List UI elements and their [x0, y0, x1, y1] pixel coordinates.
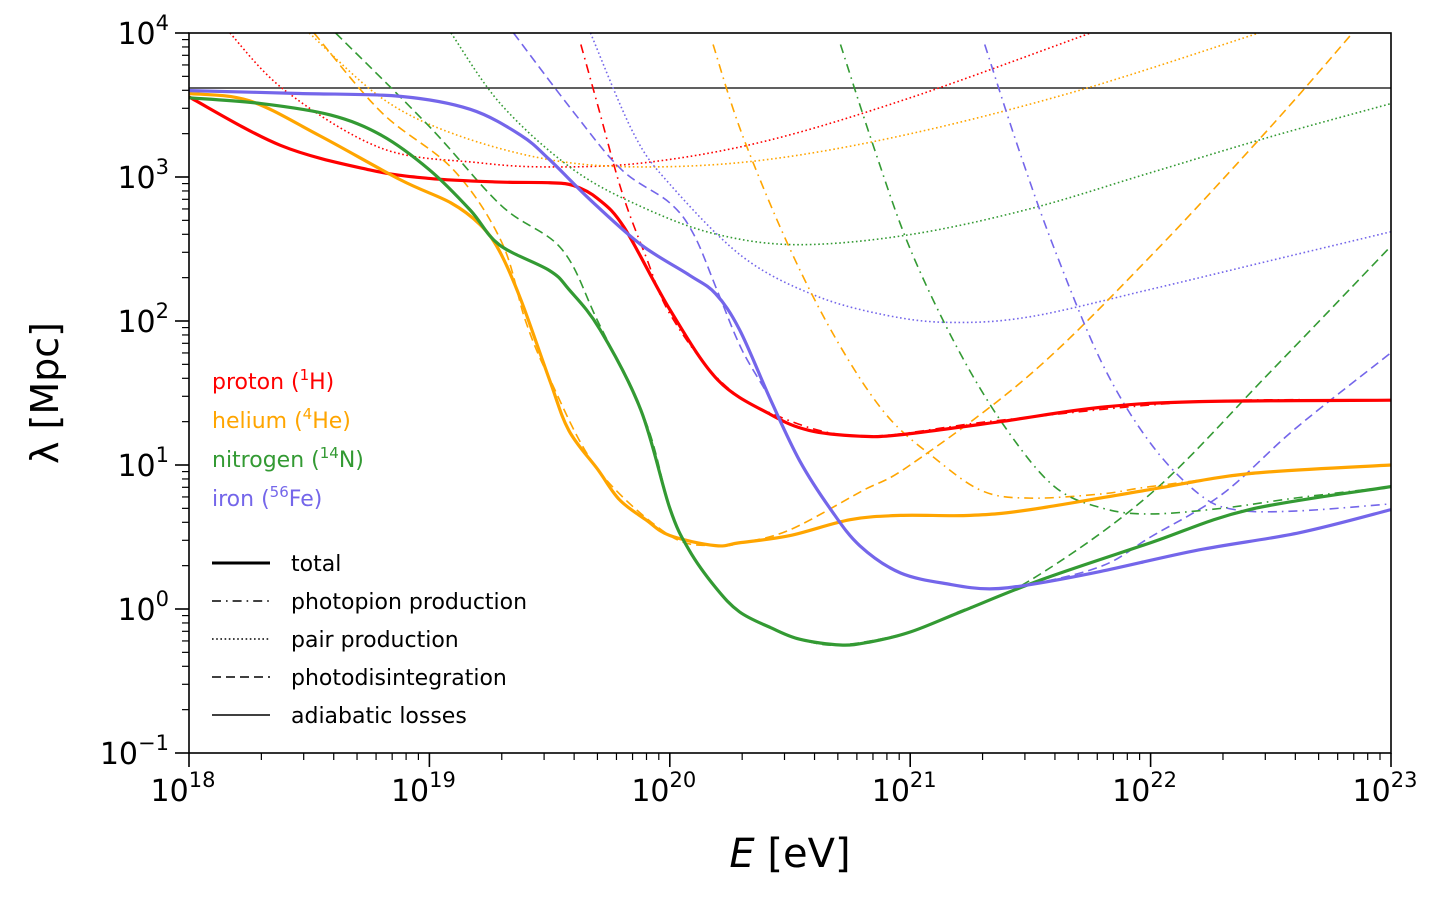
legend: proton (1H) helium (4He) nitrogen (14N) iro…: [212, 366, 527, 729]
curves-layer: [189, 33, 1391, 647]
helium-pair-curve: [308, 33, 1260, 168]
y-tick-label: 103: [117, 155, 169, 196]
x-tick-label: 1019: [391, 768, 456, 809]
axes-layer: 1018 1019 1020 1021 1022 1023 10−1 100 101 102 103…: [100, 11, 1418, 809]
x-tick-label: 1023: [1353, 768, 1418, 809]
x-tick-label: 1020: [631, 768, 696, 809]
proton-photopion-curve: [580, 44, 1391, 438]
x-tick-label: 1018: [151, 768, 216, 809]
y-tick-label: 104: [117, 11, 169, 52]
legend-photodis-label: photodisintegration: [291, 666, 507, 691]
proton-pair-curve: [229, 33, 1091, 168]
proton-total-curve: [189, 95, 1391, 439]
legend-helium: helium (4He): [212, 405, 351, 434]
legend-adiabatic-label: adiabatic losses: [291, 704, 467, 729]
nitrogen-pair-curve: [450, 33, 1391, 246]
legend-total-label: total: [291, 552, 341, 577]
x-axis-label: E [eV]: [729, 831, 850, 877]
y-axis-label: λ [Mpc]: [23, 322, 67, 464]
iron-photopion-curve: [983, 44, 1391, 513]
plot-frame: [188, 32, 1392, 754]
y-tick-label: 100: [117, 587, 169, 628]
y-tick-label: 101: [117, 443, 169, 484]
y-tick-label: 10−1: [100, 731, 169, 772]
iron-total-curve: [189, 89, 1391, 591]
x-tick-label: 1021: [872, 768, 937, 809]
y-tick-label: 102: [117, 299, 169, 340]
legend-proton: proton (1H): [212, 366, 334, 395]
legend-photopion-label: photopion production: [291, 590, 527, 615]
legend-iron: iron (56Fe): [212, 483, 322, 512]
x-tick-label: 1022: [1112, 768, 1177, 809]
nitrogen-total-curve: [189, 96, 1391, 647]
helium-total-curve: [189, 91, 1391, 548]
nitrogen-photopion-curve: [839, 44, 1391, 515]
nitrogen-photodis-curve: [335, 33, 1391, 647]
iron-photodis-curve: [512, 33, 1391, 590]
legend-pair-label: pair production: [291, 628, 459, 653]
legend-nitrogen: nitrogen (14N): [212, 444, 364, 473]
iron-pair-curve: [589, 33, 1391, 324]
